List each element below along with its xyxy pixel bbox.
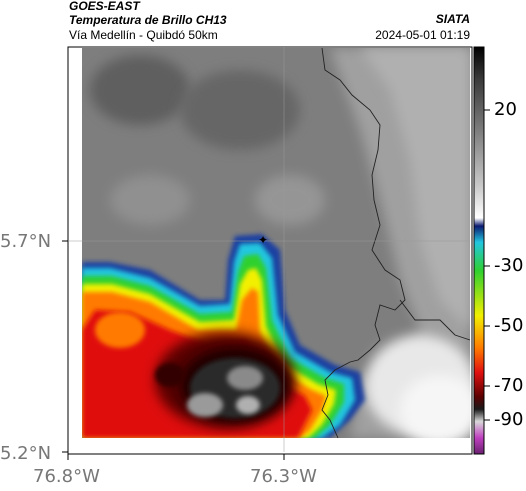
colorbar-label: 20 (494, 99, 517, 120)
organization-label: SIATA (435, 12, 470, 26)
region-subtitle: Vía Medellín - Quibdó 50km (69, 28, 218, 42)
colorbar-label: -90 (494, 409, 524, 430)
colorbar (473, 46, 485, 455)
colorbar-ticks (484, 109, 490, 421)
coastline-borders (321, 47, 471, 439)
lat-tick-label: 5.7°N (0, 231, 52, 252)
brightness-temperature-field (82, 48, 470, 438)
product-title: Temperatura de Brillo CH13 (69, 13, 227, 27)
graticule (68, 47, 470, 452)
lon-tick-label: 76.8°W (33, 466, 100, 487)
colorbar-label: -30 (494, 255, 524, 276)
lat-tick-label: 5.2°N (0, 443, 52, 464)
location-marker-icon[interactable]: ✦ (258, 233, 268, 247)
axis-ticks (62, 240, 285, 460)
timestamp-label: 2024-05-01 01:19 (375, 28, 470, 42)
colorbar-label: -50 (494, 315, 524, 336)
colorbar-label: -70 (494, 375, 524, 396)
satellite-name: GOES-EAST (69, 0, 140, 13)
lon-tick-label: 76.3°W (250, 466, 317, 487)
